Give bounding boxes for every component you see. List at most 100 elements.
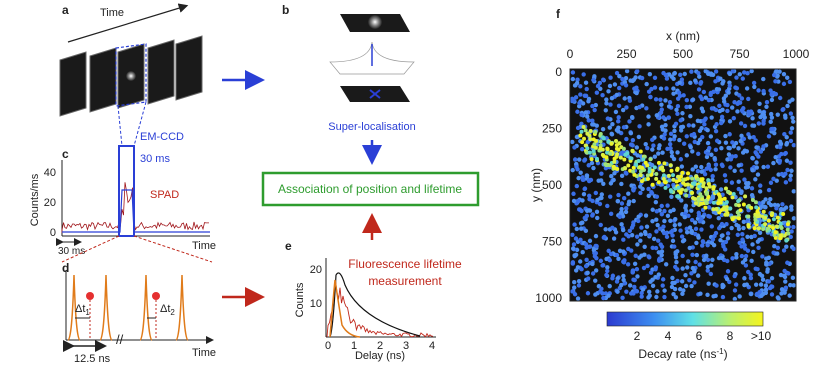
scatter-dot (653, 245, 659, 251)
scatter-dot (614, 143, 619, 148)
scatter-dot (604, 101, 609, 106)
scatter-dot (750, 242, 755, 247)
scatter-dot (574, 164, 579, 169)
scatter-dot (646, 89, 652, 94)
interval-label: 30 ms (140, 153, 170, 165)
scatter-dot (719, 146, 724, 151)
scatter-dot (633, 288, 638, 293)
scatter-dot (677, 222, 682, 227)
dt-label: Δt1 (75, 303, 90, 317)
scatter-dot (655, 222, 660, 228)
scatter-dot (778, 233, 783, 238)
scatter-dot (586, 276, 591, 281)
scatter-dot (720, 282, 725, 288)
scatter-dot (593, 129, 598, 134)
scatter-dot (764, 104, 769, 110)
scatter-dot (571, 98, 576, 103)
scatter-dot (713, 162, 719, 167)
scatter-dot (622, 96, 627, 101)
scatter-dot (675, 166, 680, 171)
scatter-dot (604, 272, 609, 278)
scatter-dot (689, 271, 694, 276)
scatter-dot (730, 217, 735, 222)
tick-label: 4 (665, 329, 672, 343)
scatter-dot (650, 168, 655, 173)
scatter-dot (789, 229, 794, 234)
zoom-line (133, 235, 213, 263)
scatter-dot (585, 270, 590, 276)
scatter-dot (663, 98, 668, 103)
scatter-dot (630, 148, 635, 153)
scatter-dot (709, 115, 714, 120)
scatter-dot (742, 246, 748, 251)
fit-trace (62, 189, 210, 233)
scatter-dot (790, 275, 796, 281)
scatter-dot (591, 77, 596, 83)
scatter-dot (784, 135, 789, 140)
scatter-dot (737, 240, 742, 246)
scatter-dot (607, 83, 613, 89)
scatter-dot (713, 167, 718, 172)
scatter-dot (597, 80, 603, 86)
scatter-dot (703, 95, 708, 100)
scatter-dot (736, 163, 741, 168)
scatter-dot (700, 197, 705, 202)
scatter-dot (631, 169, 636, 174)
scatter-dot (662, 218, 667, 224)
scatter-dot (623, 75, 629, 81)
scatter-dot (634, 145, 640, 150)
scatter-dot (631, 277, 636, 282)
scatter-dot (661, 230, 667, 236)
scatter-dot (589, 157, 594, 162)
scatter-dot (751, 80, 757, 86)
scatter-dot (696, 213, 702, 218)
scatter-dot (754, 160, 759, 165)
scatter-dot (655, 238, 661, 243)
scatter-dot (605, 116, 611, 121)
scatter-dot (731, 116, 736, 121)
scatter-dot (735, 109, 740, 114)
scatter-dot (739, 253, 745, 259)
scatter-dot (752, 233, 757, 239)
scatter-dot (786, 271, 791, 276)
scatter-dot (741, 202, 746, 207)
scatter-dot (713, 128, 719, 134)
scatter-dot (719, 221, 725, 227)
scatter-dot (713, 293, 718, 298)
scatter-dot (706, 178, 711, 183)
scatter-dot (733, 85, 738, 90)
scatter-dot (709, 152, 714, 157)
scatter-dot (600, 291, 605, 296)
scatter-dot (746, 180, 751, 186)
scatter-dot (663, 180, 668, 185)
scatter-dot (755, 239, 761, 244)
scatter-dot (755, 172, 761, 177)
scatter-dot (696, 235, 701, 240)
scatter-dot (584, 173, 590, 178)
scatter-dot (592, 142, 597, 147)
scatter-dot (768, 88, 773, 93)
scatter-dot (741, 219, 747, 225)
scatter-dot (784, 244, 789, 249)
scatter-dot (661, 173, 666, 178)
scatter-dot (718, 76, 723, 81)
panel-label: d (62, 261, 69, 275)
scatter-dot (581, 72, 586, 77)
scatter-dot (736, 226, 742, 232)
scatter-dot (582, 157, 588, 162)
scatter-dot (661, 136, 667, 141)
scatter-dot (580, 101, 586, 106)
scatter-dot (624, 289, 629, 294)
scatter-dot (672, 71, 677, 76)
scatter-dot (740, 260, 746, 265)
scatter-dot (627, 199, 632, 204)
scatter-dot (763, 215, 768, 220)
scatter-dot (788, 177, 793, 182)
scatter-dot (725, 258, 730, 264)
scatter-dot (699, 227, 704, 232)
association-box (261, 171, 480, 207)
scatter-dot (777, 158, 783, 164)
x-axis-label: Time (192, 240, 216, 252)
scatter-dot (733, 282, 739, 287)
scatter-dot (746, 224, 751, 229)
